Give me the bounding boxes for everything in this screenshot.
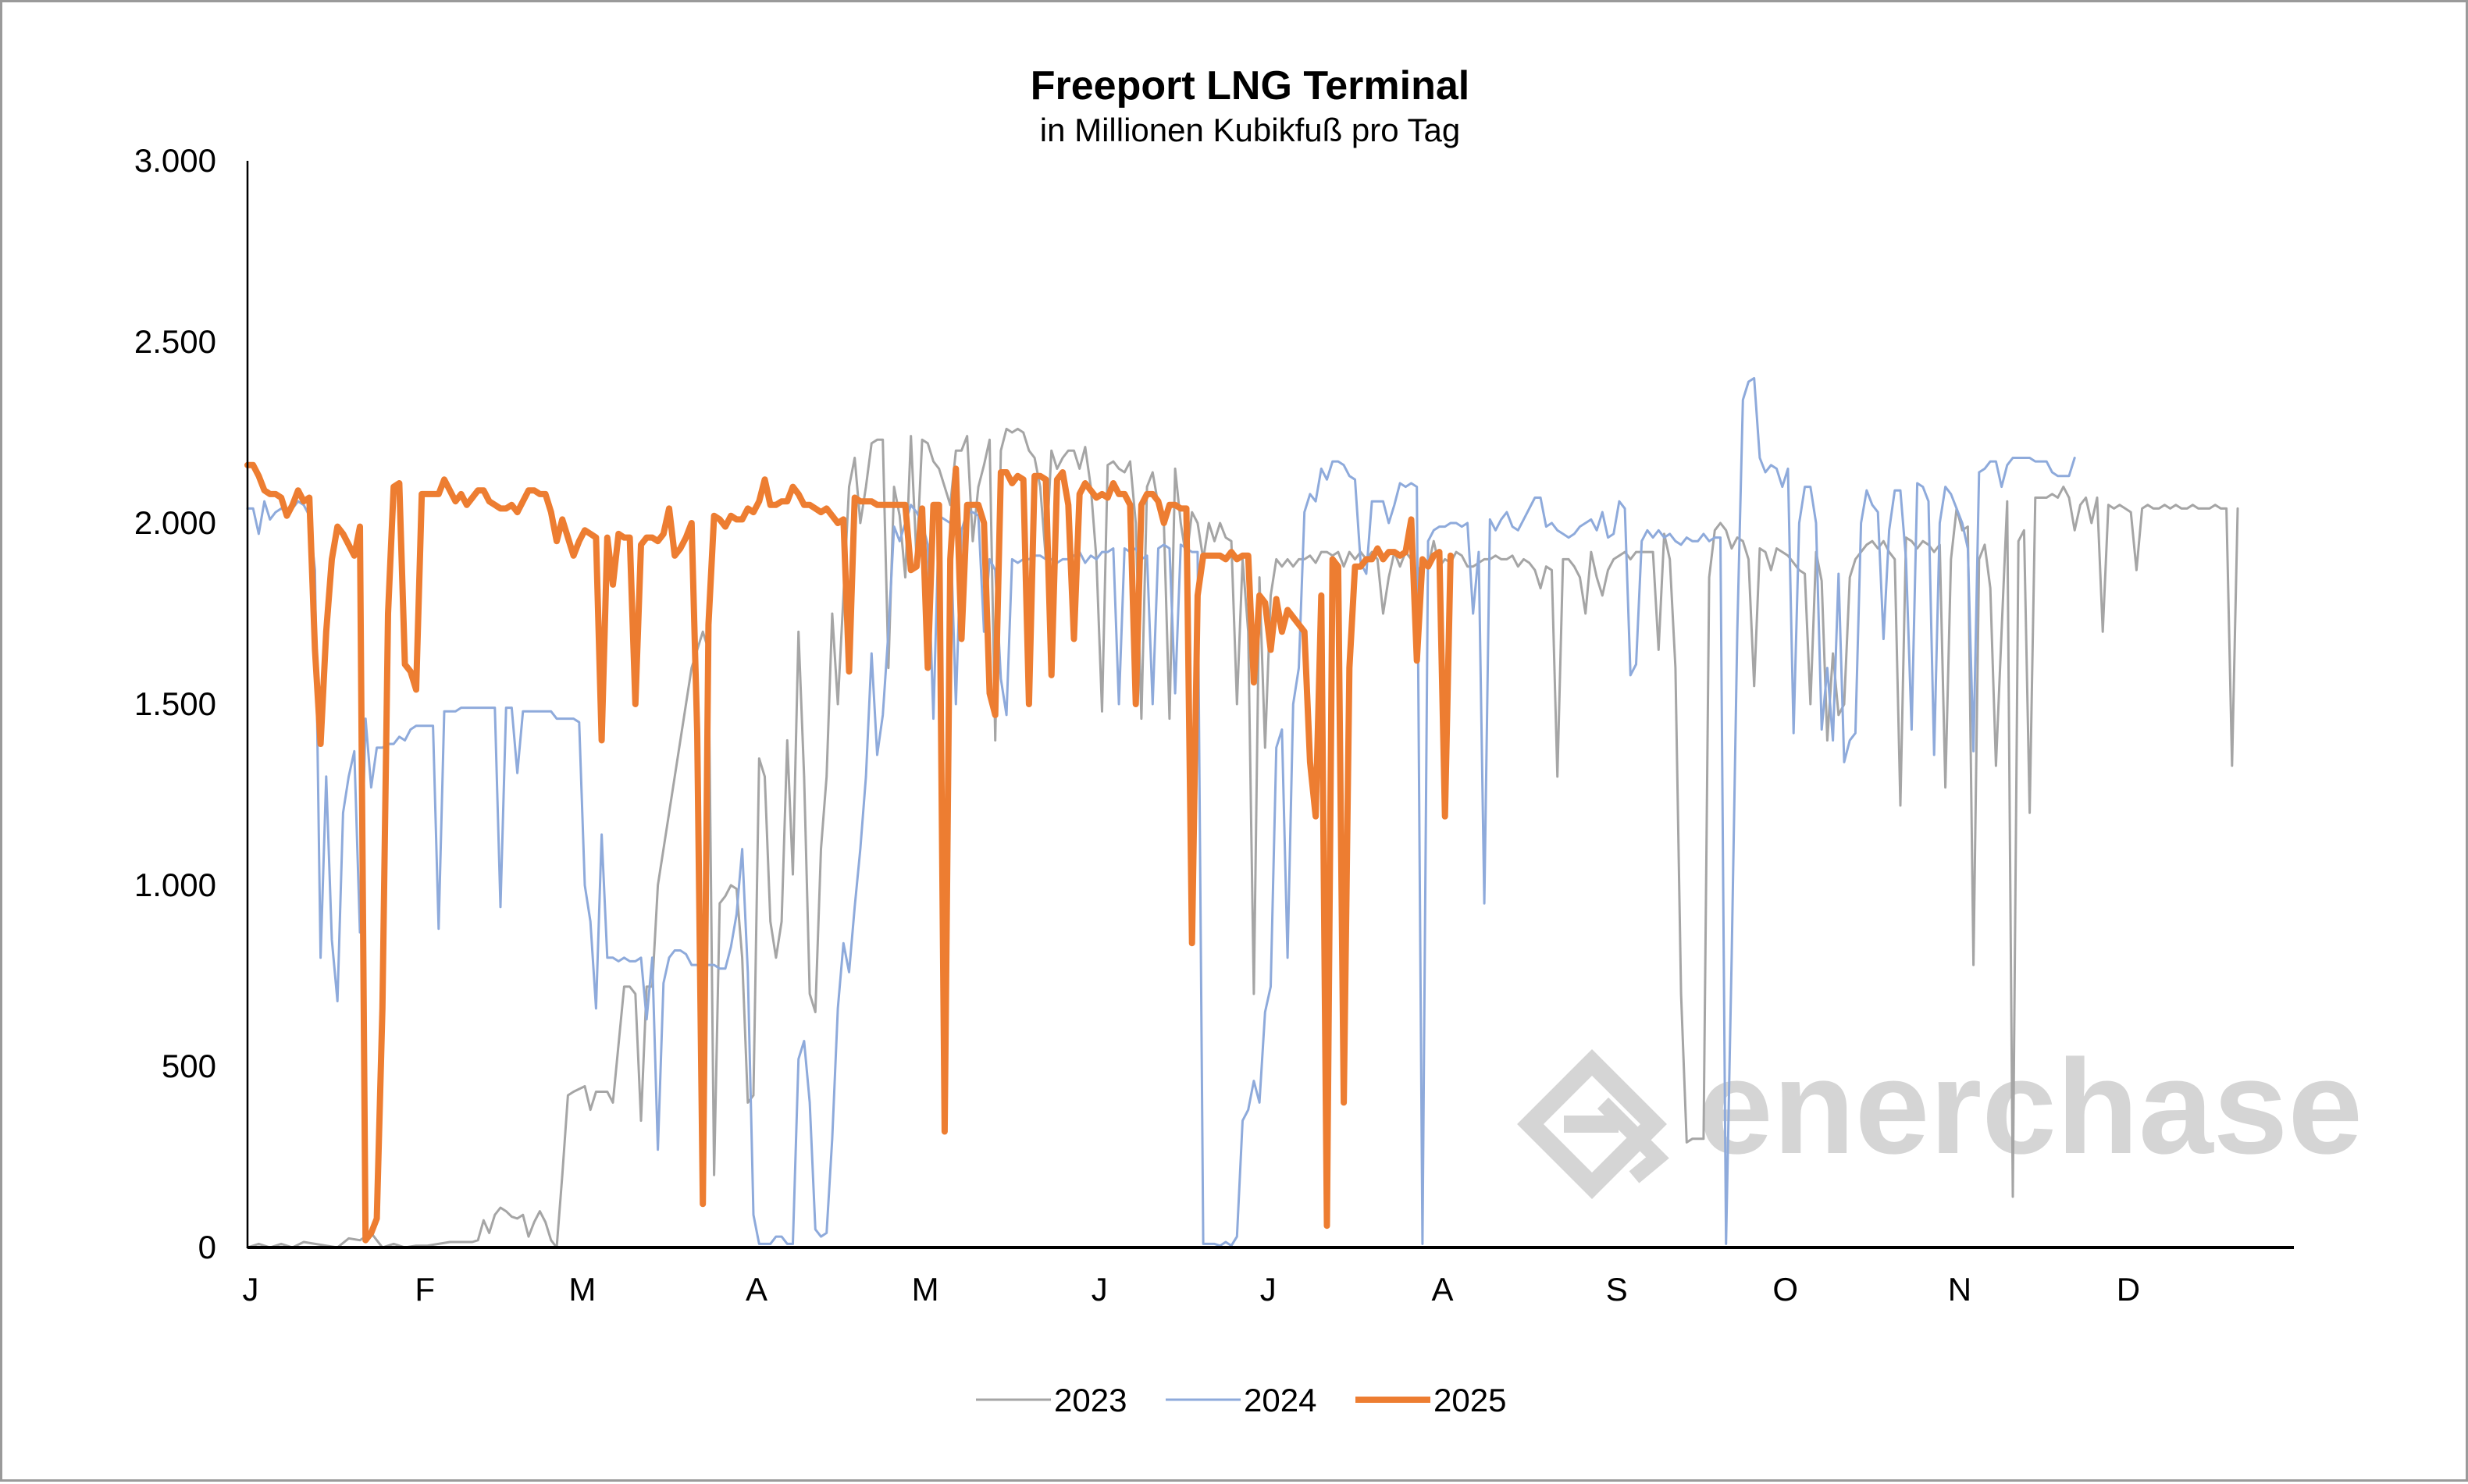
- y-axis-labels: 0 500 1.000 1.500 2.000 2.500 3.000: [134, 142, 216, 1265]
- x-tick-label: S: [1606, 1271, 1628, 1308]
- enerchase-logo-icon: [1517, 1049, 1669, 1199]
- legend: 2023 2024 2025: [976, 1382, 1506, 1418]
- x-tick-label: N: [1948, 1271, 1971, 1308]
- y-tick-label: 500: [162, 1048, 216, 1084]
- y-tick-label: 1.000: [134, 867, 216, 903]
- chart-subtitle: in Millionen Kubikfuß pro Tag: [1040, 112, 1461, 148]
- x-tick-label: J: [1260, 1271, 1277, 1308]
- x-tick-label: M: [568, 1271, 596, 1308]
- x-tick-label: J: [1092, 1271, 1108, 1308]
- series-lines: [244, 376, 2239, 1249]
- watermark-text: enerchase: [1698, 1032, 2363, 1182]
- legend-label: 2024: [1244, 1382, 1316, 1418]
- y-tick-label: 0: [198, 1229, 216, 1265]
- x-tick-label: M: [912, 1271, 939, 1308]
- x-tick-label: A: [1432, 1271, 1454, 1308]
- y-tick-label: 2.000: [134, 504, 216, 541]
- legend-label: 2023: [1054, 1382, 1127, 1418]
- y-tick-label: 1.500: [134, 685, 216, 722]
- x-tick-label: O: [1772, 1271, 1798, 1308]
- legend-label: 2025: [1433, 1382, 1506, 1418]
- series-line-2025: [244, 461, 1454, 1244]
- y-tick-label: 2.500: [134, 323, 216, 360]
- y-tick-label: 3.000: [134, 142, 216, 179]
- chart-title: Freeport LNG Terminal: [1031, 63, 1469, 109]
- watermark-logo: enerchase: [1517, 1032, 2363, 1199]
- x-tick-label: F: [415, 1271, 435, 1308]
- series-line-2024: [246, 376, 2076, 1247]
- series-line-2023: [246, 427, 2239, 1249]
- x-tick-label: D: [2117, 1271, 2140, 1308]
- x-tick-label: A: [746, 1271, 767, 1308]
- x-tick-label: J: [243, 1271, 259, 1308]
